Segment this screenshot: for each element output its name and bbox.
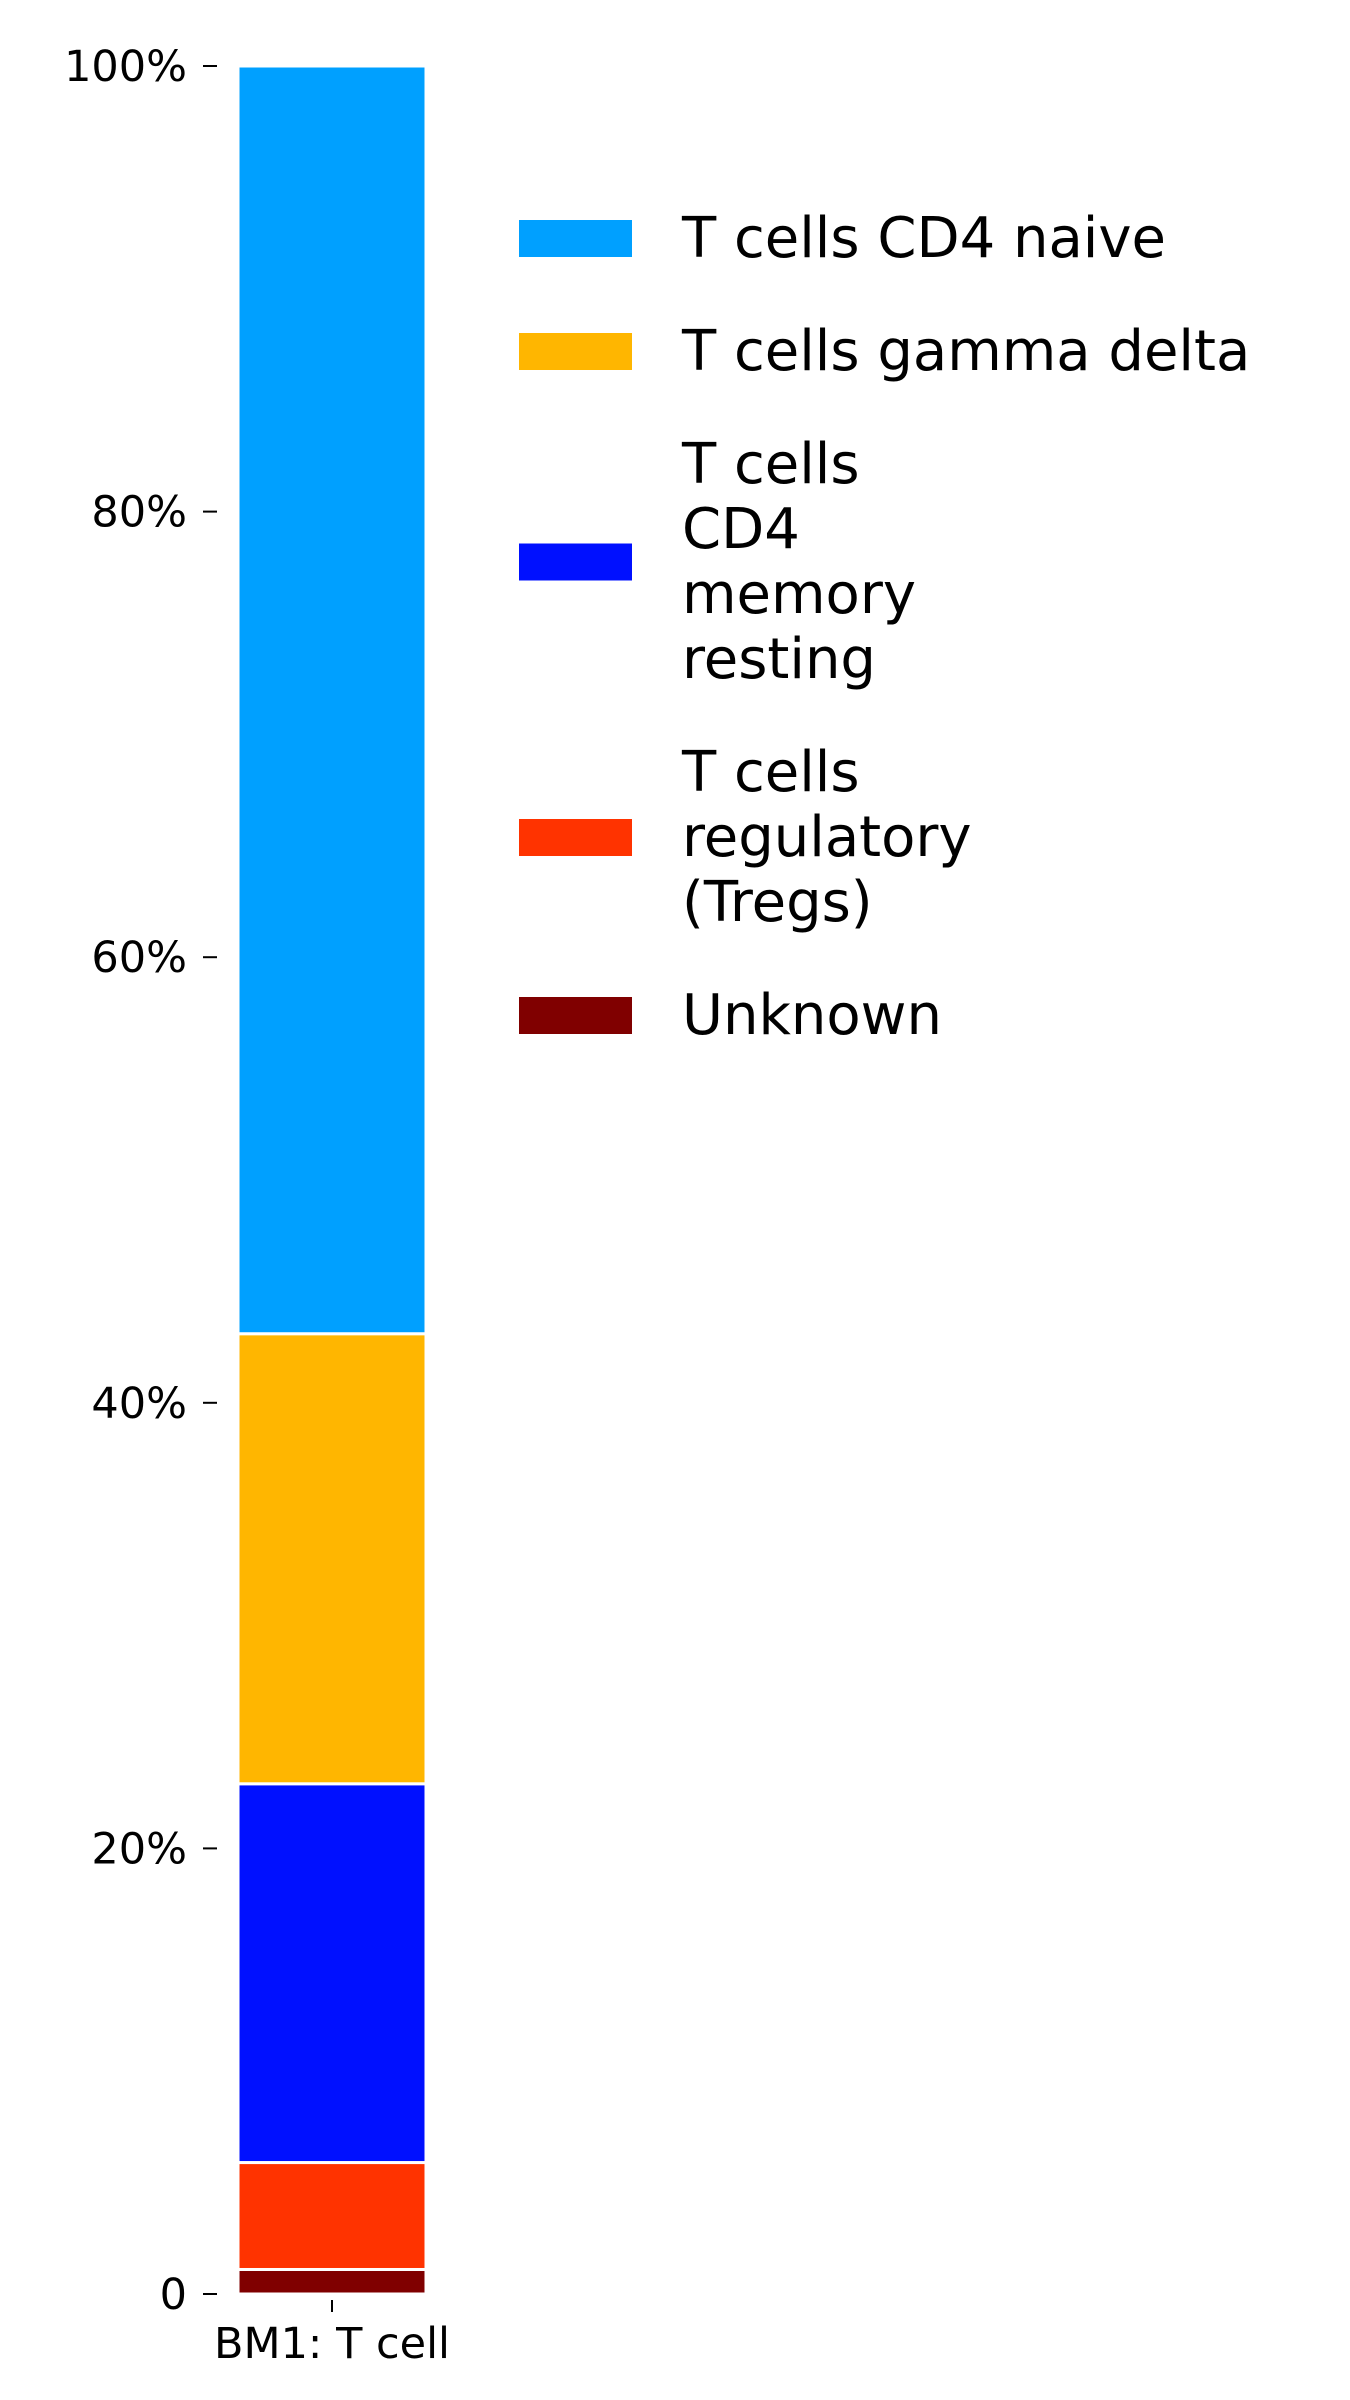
y-tick-label: 0 <box>160 2270 187 2320</box>
y-axis: 0 20% 40% 60% 80% 100% <box>64 42 217 2320</box>
legend-swatch <box>519 543 632 581</box>
legend-label: T cells gamma delta <box>681 319 1250 384</box>
x-axis: BM1: T cell <box>214 2300 450 2369</box>
y-tick-label: 40% <box>91 1379 187 1429</box>
bar-segment <box>236 2267 428 2296</box>
x-tick-label: BM1: T cell <box>214 2319 450 2369</box>
y-tick-label: 100% <box>64 42 187 92</box>
legend-swatch <box>519 819 632 856</box>
legend: T cells CD4 naive T cells gamma delta T ce… <box>519 206 1250 1048</box>
legend-label: T cells <box>681 740 860 805</box>
legend-swatch <box>519 997 632 1034</box>
bar-segment <box>236 1782 428 2165</box>
legend-label: T cells <box>681 432 860 497</box>
legend-label: regulatory <box>682 805 972 870</box>
legend-swatch <box>519 333 632 370</box>
legend-label: (Tregs) <box>682 870 873 935</box>
legend-label: CD4 <box>682 497 800 562</box>
legend-swatch <box>519 220 632 257</box>
bar-segment <box>236 1332 428 1786</box>
bar-stack <box>236 64 428 2296</box>
legend-label: resting <box>682 627 876 692</box>
legend-label: T cells CD4 naive <box>681 206 1166 271</box>
legend-label: memory <box>682 562 916 627</box>
y-tick-label: 60% <box>91 933 187 983</box>
y-tick-label: 80% <box>91 488 187 538</box>
legend-label: Unknown <box>682 983 942 1048</box>
y-tick-label: 20% <box>91 1824 187 1874</box>
bar-segment <box>236 2161 428 2271</box>
bar-segment <box>236 64 428 1336</box>
